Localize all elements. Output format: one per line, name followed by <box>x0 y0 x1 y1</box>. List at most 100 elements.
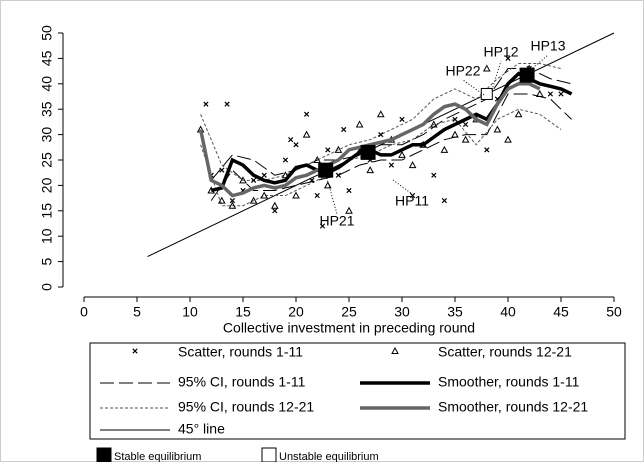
equilibrium <box>318 162 334 178</box>
annotation: HP22 <box>445 63 480 79</box>
annotation: HP13 <box>530 38 565 54</box>
scatter-x <box>288 137 294 143</box>
scatter-triangle <box>493 125 502 133</box>
scatter-x <box>325 147 331 153</box>
scatter-x <box>409 192 416 199</box>
scatter-x <box>335 172 342 178</box>
scatter-x <box>261 172 267 178</box>
x-tick-label: 25 <box>341 304 357 320</box>
legend-label: 95% CI, rounds 1-11 <box>178 374 306 390</box>
scatter-triangle <box>376 110 385 118</box>
scatter-triangle <box>355 120 364 128</box>
legend-swatch <box>261 447 277 463</box>
scatter-x <box>452 116 458 122</box>
x-tick-label: 10 <box>182 304 198 320</box>
scatter-triangle <box>366 166 375 174</box>
scatter-x <box>250 177 257 183</box>
legend-marker <box>132 348 138 354</box>
scatter-x <box>203 101 209 107</box>
scatter-triangle <box>270 201 279 209</box>
y-tick-label: 40 <box>39 76 55 92</box>
annotation-leader <box>527 54 549 73</box>
equilibrium <box>360 144 376 160</box>
legend-marker <box>391 346 399 354</box>
scatter-x <box>462 121 469 128</box>
y-tick-label: 0 <box>39 283 55 291</box>
scatter-triangle <box>345 206 353 214</box>
scatter-x <box>346 187 352 194</box>
scatter-triangle <box>514 110 523 118</box>
legend-label: Smoother, rounds 1-11 <box>438 374 580 390</box>
scatter-x <box>224 101 230 107</box>
scatter-x <box>399 116 405 122</box>
scatter-triangle <box>239 176 247 184</box>
legend-label: Unstable equilibrium <box>279 451 379 462</box>
scatter-triangle <box>260 191 269 199</box>
scatter-triangle <box>292 191 300 199</box>
scatter-x <box>293 142 299 148</box>
y-tick-label: 50 <box>39 25 55 41</box>
smoother-line <box>198 82 541 198</box>
x-tick-label: 20 <box>288 304 304 320</box>
legend-label: Smoother, rounds 12-21 <box>438 399 588 415</box>
ci-lower-line <box>210 93 572 201</box>
scatter-triangle <box>228 201 237 209</box>
x-tick-label: 15 <box>235 304 251 320</box>
annotation-leader <box>491 60 502 91</box>
annotation-leader <box>392 179 413 195</box>
scatter-triangle <box>440 145 449 153</box>
scatter-x <box>282 157 289 163</box>
x-axis-label: Collective investment in preceding round <box>223 320 475 336</box>
scatter-triangle <box>249 196 258 204</box>
legend-box <box>89 342 626 440</box>
scatter-x <box>378 131 384 138</box>
scatter-x <box>303 111 310 117</box>
scatter-triangle <box>334 145 343 153</box>
scatter-x <box>558 91 564 97</box>
scatter-triangle <box>535 89 544 97</box>
scatter-triangle <box>429 120 438 128</box>
scatter-triangle <box>504 135 512 143</box>
equilibrium <box>519 67 535 83</box>
legend-label: Scatter, rounds 1-11 <box>178 344 303 360</box>
legend-label: Scatter, rounds 12-21 <box>438 344 572 360</box>
legend-label: 45° line <box>178 421 225 437</box>
x-tick-label: 50 <box>606 304 622 320</box>
y-tick-label: 20 <box>39 177 55 193</box>
scatter-x <box>272 208 278 214</box>
y-tick-label: 15 <box>39 203 55 219</box>
scatter-x <box>431 172 437 178</box>
scatter-triangle <box>461 135 470 143</box>
scatter-x <box>505 55 511 62</box>
scatter-x <box>484 147 490 153</box>
scatter-x <box>341 126 347 133</box>
y-tick-label: 45 <box>39 50 55 66</box>
x-tick-label: 5 <box>133 304 141 320</box>
scatter-x <box>441 198 448 204</box>
scatter-triangle <box>398 150 406 158</box>
annotation-leader <box>325 174 338 215</box>
smoother-line <box>210 71 573 193</box>
x-tick-label: 35 <box>447 304 463 320</box>
scatter-triangle <box>323 181 332 189</box>
scatter-x <box>319 223 326 229</box>
scatter-x <box>314 192 320 199</box>
scatter-triangle <box>302 130 311 138</box>
y-tick-label: 5 <box>39 257 55 265</box>
scatter-x <box>229 198 236 204</box>
scatter-x <box>547 91 554 97</box>
ci-lower-line <box>200 108 562 207</box>
y-tick-label: 30 <box>39 127 55 143</box>
y-tick-label: 25 <box>39 152 55 168</box>
annotation-leader <box>462 79 485 96</box>
y-tick-label: 10 <box>39 228 55 244</box>
y-tick-label: 35 <box>39 101 55 117</box>
scatter-triangle <box>408 161 417 169</box>
annotation: HP12 <box>483 44 518 60</box>
annotation: HP11 <box>395 193 429 209</box>
scatter-triangle <box>482 64 491 72</box>
equilibrium <box>480 87 493 100</box>
x-tick-label: 30 <box>394 304 410 320</box>
